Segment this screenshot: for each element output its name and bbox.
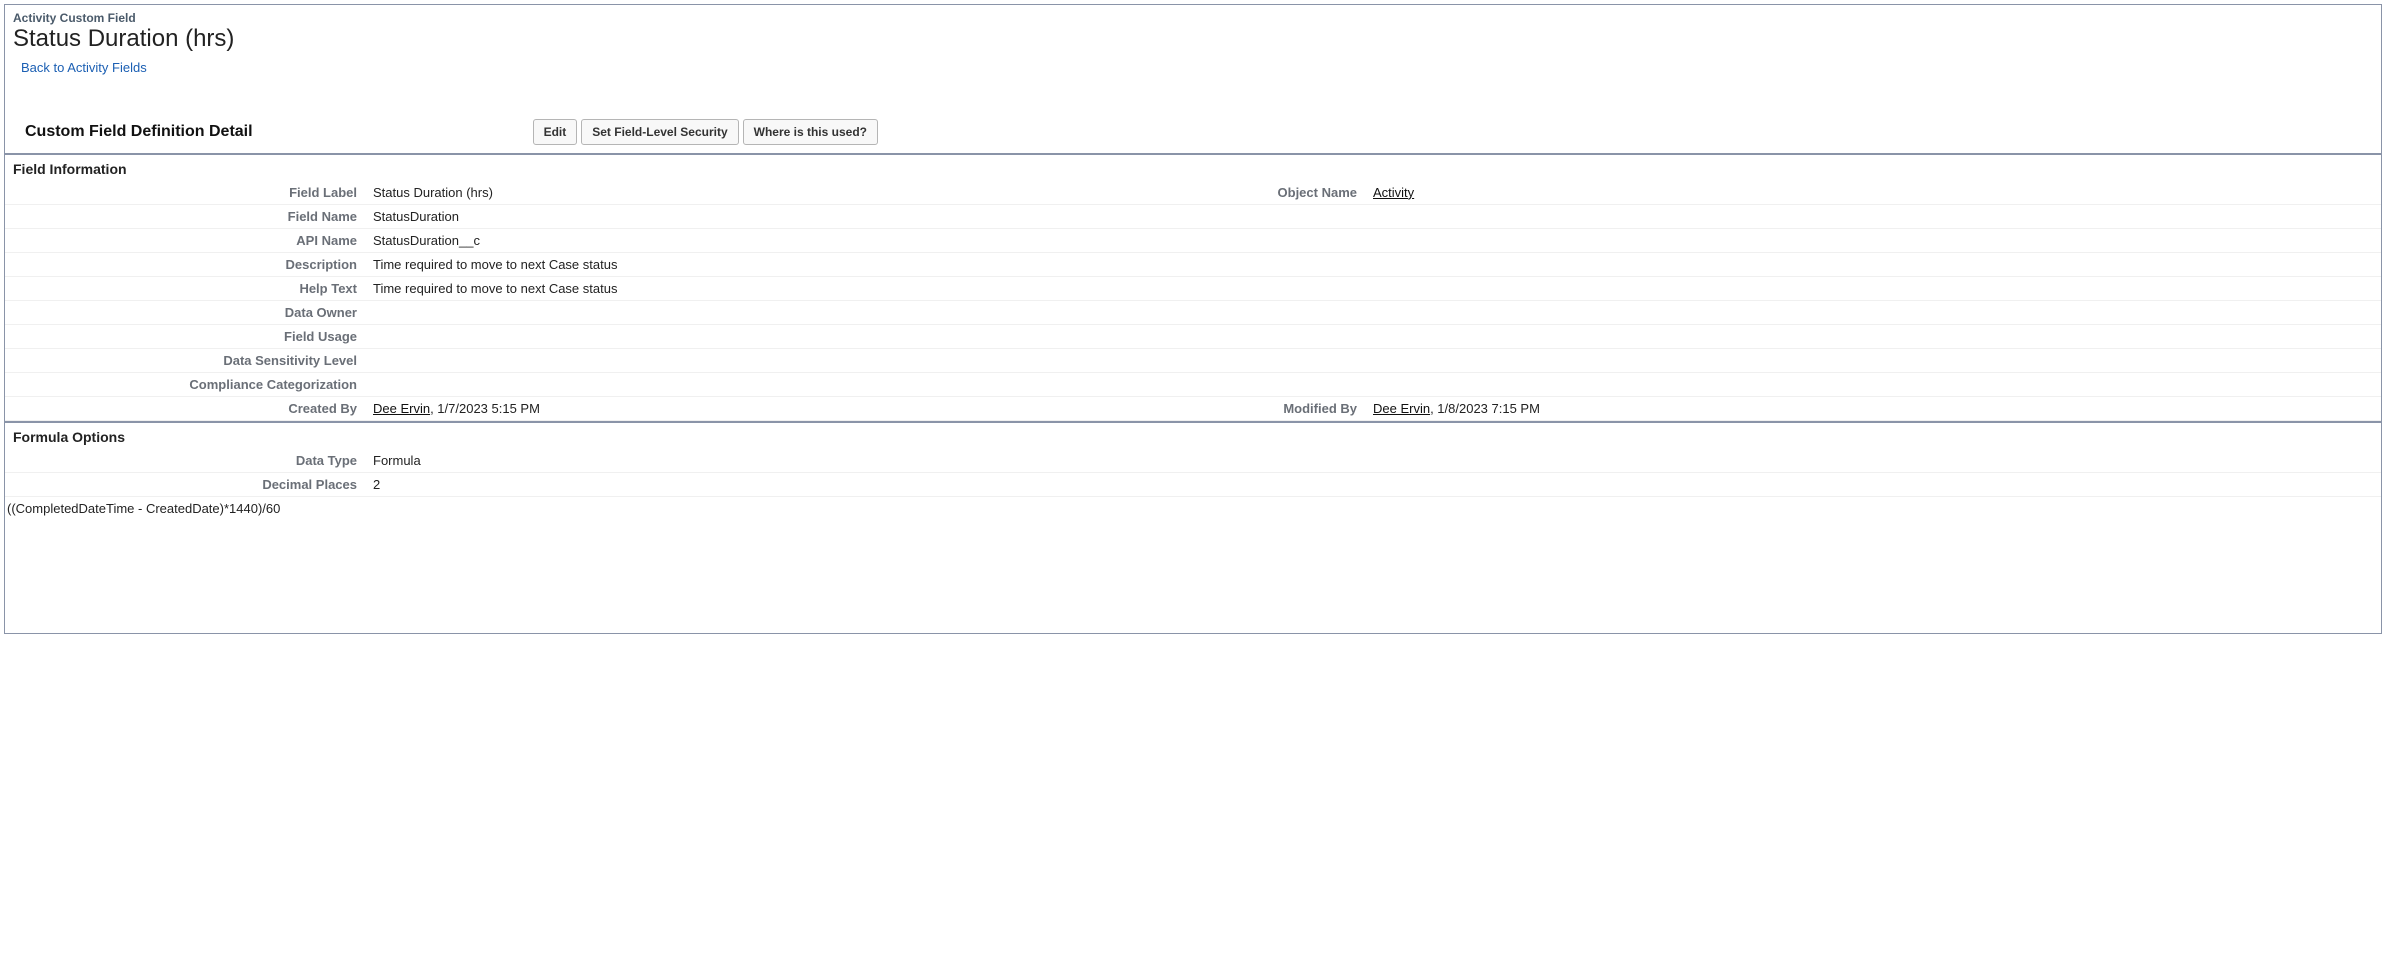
value-field-name: StatusDuration [365, 204, 1005, 228]
modified-by-link[interactable]: Dee Ervin [1373, 401, 1430, 416]
label-object-name: Object Name [1005, 181, 1365, 205]
value-field-usage [365, 324, 1005, 348]
created-by-link[interactable]: Dee Ervin [373, 401, 430, 416]
label-created-by: Created By [5, 396, 365, 420]
set-field-level-security-button[interactable]: Set Field-Level Security [581, 119, 738, 145]
label-data-sensitivity: Data Sensitivity Level [5, 348, 365, 372]
detail-header-row: Custom Field Definition Detail Edit Set … [5, 111, 2381, 153]
label-description: Description [5, 252, 365, 276]
field-info-table: Field Label Status Duration (hrs) Object… [5, 181, 2381, 421]
object-name-link[interactable]: Activity [1373, 185, 1414, 200]
row-data-sensitivity: Data Sensitivity Level [5, 348, 2381, 372]
detail-header-title: Custom Field Definition Detail [25, 123, 253, 141]
label-decimal-places: Decimal Places [5, 472, 365, 496]
label-field-name: Field Name [5, 204, 365, 228]
row-help-text: Help Text Time required to move to next … [5, 276, 2381, 300]
value-compliance [365, 372, 1005, 396]
row-created-by: Created By Dee Ervin, 1/7/2023 5:15 PM M… [5, 396, 2381, 420]
value-modified-by: Dee Ervin, 1/8/2023 7:15 PM [1365, 396, 2381, 420]
row-data-type: Data Type Formula [5, 449, 2381, 473]
row-description: Description Time required to move to nex… [5, 252, 2381, 276]
field-information-panel: Field Information Field Label Status Dur… [5, 153, 2381, 421]
created-by-date: , 1/7/2023 5:15 PM [430, 401, 540, 416]
value-decimal-places: 2 [365, 472, 1005, 496]
label-api-name: API Name [5, 228, 365, 252]
row-data-owner: Data Owner [5, 300, 2381, 324]
label-help-text: Help Text [5, 276, 365, 300]
value-data-sensitivity [365, 348, 1005, 372]
page-title: Status Duration (hrs) [13, 25, 2373, 54]
label-compliance: Compliance Categorization [5, 372, 365, 396]
row-compliance: Compliance Categorization [5, 372, 2381, 396]
value-field-label: Status Duration (hrs) [365, 181, 1005, 205]
value-object-name: Activity [1365, 181, 2381, 205]
label-data-owner: Data Owner [5, 300, 365, 324]
value-data-owner [365, 300, 1005, 324]
modified-by-date: , 1/8/2023 7:15 PM [1430, 401, 1540, 416]
row-field-usage: Field Usage [5, 324, 2381, 348]
row-api-name: API Name StatusDuration__c [5, 228, 2381, 252]
value-description: Time required to move to next Case statu… [365, 252, 1005, 276]
formula-options-panel: Formula Options Data Type Formula Decima… [5, 421, 2381, 521]
label-field-label: Field Label [5, 181, 365, 205]
label-field-usage: Field Usage [5, 324, 365, 348]
formula-options-table: Data Type Formula Decimal Places 2 [5, 449, 2381, 497]
formula-options-title: Formula Options [5, 423, 2381, 449]
button-group: Edit Set Field-Level Security Where is t… [533, 119, 878, 145]
where-is-this-used-button[interactable]: Where is this used? [743, 119, 878, 145]
value-api-name: StatusDuration__c [365, 228, 1005, 252]
header-area: Activity Custom Field Status Duration (h… [5, 5, 2381, 77]
page-container: Activity Custom Field Status Duration (h… [4, 4, 2382, 634]
row-decimal-places: Decimal Places 2 [5, 472, 2381, 496]
edit-button[interactable]: Edit [533, 119, 578, 145]
row-field-label: Field Label Status Duration (hrs) Object… [5, 181, 2381, 205]
field-information-title: Field Information [5, 155, 2381, 181]
value-help-text: Time required to move to next Case statu… [365, 276, 1005, 300]
breadcrumb: Activity Custom Field [13, 11, 2373, 25]
back-to-fields-link[interactable]: Back to Activity Fields [21, 60, 147, 75]
row-field-name: Field Name StatusDuration [5, 204, 2381, 228]
value-data-type: Formula [365, 449, 1005, 473]
label-data-type: Data Type [5, 449, 365, 473]
label-modified-by: Modified By [1005, 396, 1365, 420]
formula-expression: ((CompletedDateTime - CreatedDate)*1440)… [5, 497, 2381, 521]
value-created-by: Dee Ervin, 1/7/2023 5:15 PM [365, 396, 1005, 420]
